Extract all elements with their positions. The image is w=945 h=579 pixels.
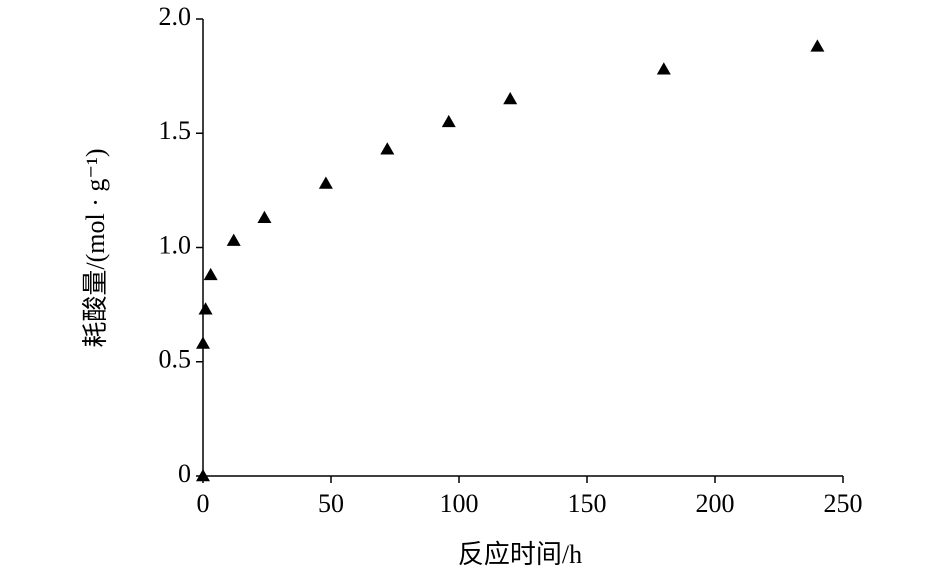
point bbox=[198, 302, 213, 315]
point bbox=[441, 114, 456, 128]
y-tick-label: 1.5 bbox=[159, 116, 192, 145]
point bbox=[318, 176, 333, 189]
point bbox=[656, 62, 671, 75]
x-tick-label: 100 bbox=[440, 489, 479, 518]
point bbox=[503, 91, 518, 105]
y-axis-label: 耗酸量/(mol · g⁻¹) bbox=[81, 148, 110, 347]
point bbox=[257, 210, 272, 224]
y-tick-label: 0 bbox=[178, 459, 191, 488]
point bbox=[196, 336, 210, 349]
x-tick-label: 150 bbox=[568, 489, 607, 518]
x-axis-label: 反应时间/h bbox=[458, 540, 582, 569]
point bbox=[226, 233, 241, 246]
y-tick-label: 2.0 bbox=[159, 2, 192, 31]
point bbox=[810, 39, 825, 52]
y-tick-label: 1.0 bbox=[159, 230, 192, 259]
point bbox=[380, 142, 395, 155]
y-tick-label: 0.5 bbox=[159, 345, 192, 374]
point bbox=[196, 469, 210, 482]
x-tick-label: 200 bbox=[696, 489, 735, 518]
x-tick-label: 50 bbox=[318, 489, 344, 518]
x-tick-label: 0 bbox=[197, 489, 210, 518]
x-tick-label: 250 bbox=[824, 489, 863, 518]
point bbox=[203, 267, 218, 281]
